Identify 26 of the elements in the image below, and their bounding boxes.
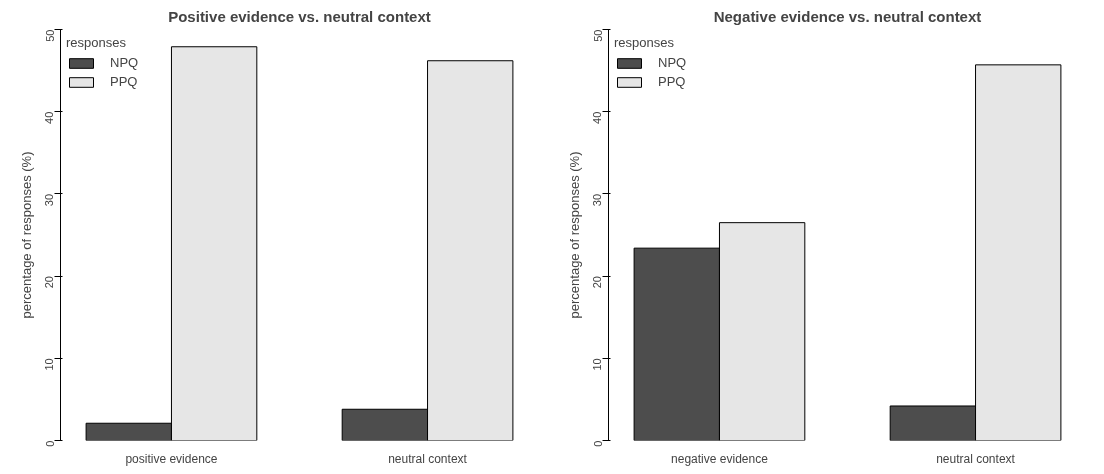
x-tick-label: neutral context	[936, 451, 1016, 466]
y-axis-title: percentage of responses (%)	[566, 151, 582, 319]
chart-title: Positive evidence vs. neutral context	[168, 7, 431, 25]
y-tick-label: 40	[591, 111, 604, 124]
y-tick-label: 20	[43, 276, 56, 289]
y-tick-label: 30	[591, 193, 604, 207]
y-tick-label: 0	[591, 440, 604, 447]
y-axis-title: percentage of responses (%)	[18, 151, 34, 319]
legend-title: responses	[614, 35, 675, 50]
legend-title: responses	[66, 35, 127, 50]
y-tick-label: 40	[43, 111, 56, 124]
y-tick-label: 50	[43, 29, 56, 42]
x-tick-label: neutral context	[388, 451, 468, 466]
x-tick-label: negative evidence	[671, 451, 769, 466]
y-tick-label: 0	[43, 440, 56, 447]
legend-label: NPQ	[658, 55, 687, 70]
y-tick-label: 50	[591, 29, 604, 42]
chart-title: Negative evidence vs. neutral context	[713, 7, 982, 25]
y-tick-label: 30	[43, 193, 56, 207]
legend-label: PPQ	[658, 74, 686, 89]
x-tick-label: positive evidence	[125, 451, 218, 466]
legend-label: NPQ	[110, 55, 139, 70]
y-tick-label: 10	[591, 358, 604, 371]
y-tick-label: 10	[43, 358, 56, 371]
y-tick-label: 20	[591, 276, 604, 289]
legend-label: PPQ	[110, 74, 138, 89]
